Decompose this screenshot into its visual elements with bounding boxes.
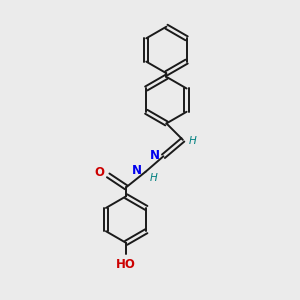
Text: N: N — [132, 164, 142, 177]
Text: H: H — [188, 136, 196, 146]
Text: N: N — [150, 149, 160, 162]
Text: O: O — [94, 167, 105, 179]
Text: HO: HO — [116, 258, 136, 272]
Text: H: H — [149, 173, 157, 183]
